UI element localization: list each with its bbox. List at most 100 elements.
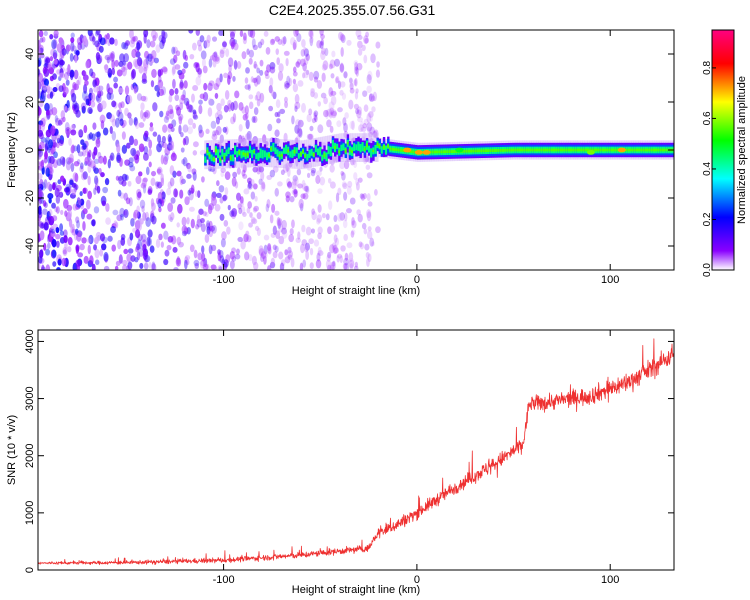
noise-blob — [353, 160, 358, 168]
noise-blob — [353, 265, 359, 270]
noise-blob — [90, 92, 96, 102]
noise-blob — [182, 89, 186, 99]
band-segment — [376, 142, 379, 147]
noise-blob — [304, 242, 311, 251]
band-segment — [561, 148, 564, 152]
noise-blob — [161, 36, 167, 44]
noise-blob — [373, 129, 379, 139]
noise-blob — [317, 101, 322, 107]
band-segment — [463, 149, 467, 153]
noise-blob — [202, 263, 209, 270]
noise-blob — [209, 225, 215, 232]
noise-blob — [56, 42, 63, 53]
noise-blob — [207, 165, 212, 172]
noise-blob — [335, 237, 339, 246]
noise-blob — [169, 216, 173, 223]
noise-blob — [314, 114, 318, 123]
noise-blob — [332, 155, 337, 162]
noise-blob — [148, 237, 153, 246]
noise-blob — [216, 192, 222, 198]
noise-blob — [170, 197, 176, 204]
band-segment — [533, 148, 537, 152]
noise-blob — [259, 59, 264, 67]
noise-blob — [43, 56, 50, 66]
noise-blob — [287, 250, 294, 258]
noise-blob — [256, 98, 261, 107]
band-segment — [574, 148, 577, 152]
noise-blob — [123, 192, 129, 201]
noise-blob — [268, 84, 273, 94]
noise-blob — [227, 57, 234, 68]
band-segment — [384, 145, 388, 155]
noise-blob — [252, 135, 259, 145]
noise-blob — [297, 80, 304, 87]
noise-blob — [343, 233, 348, 242]
noise-blob — [219, 213, 225, 221]
band-segment — [336, 143, 339, 150]
hot-spot — [455, 147, 464, 153]
noise-blob — [70, 41, 75, 52]
noise-blob — [143, 30, 149, 38]
band-segment — [489, 149, 492, 153]
noise-blob — [170, 212, 175, 221]
band-segment — [627, 148, 630, 152]
noise-blob — [136, 56, 143, 67]
noise-blob — [96, 84, 101, 95]
noise-blob — [242, 211, 247, 217]
noise-blob — [77, 42, 83, 51]
noise-blob — [298, 198, 304, 209]
noise-blob — [180, 178, 186, 185]
noise-blob — [121, 144, 128, 154]
noise-blob — [62, 104, 67, 111]
noise-blob — [207, 204, 213, 215]
noise-blob — [71, 188, 77, 196]
noise-blob — [289, 195, 295, 203]
noise-blob — [63, 86, 69, 95]
noise-blob — [144, 130, 149, 138]
noise-blob — [252, 166, 259, 173]
noise-blob — [317, 232, 322, 240]
noise-blob — [38, 129, 44, 137]
noise-blob — [160, 154, 165, 165]
noise-blob — [296, 33, 302, 43]
noise-blob — [274, 129, 280, 137]
noise-blob — [145, 55, 150, 66]
noise-blob — [194, 262, 199, 269]
band-segment — [431, 150, 435, 154]
x-tick-label: 100 — [601, 274, 619, 286]
noise-blob — [343, 191, 348, 201]
noise-blob — [260, 179, 265, 190]
noise-blob — [119, 157, 123, 167]
noise-blob — [281, 227, 287, 235]
band-segment — [225, 149, 228, 157]
band-segment — [587, 148, 590, 152]
noise-blob — [287, 180, 292, 189]
noise-blob — [284, 82, 291, 88]
band-segment — [589, 148, 592, 152]
noise-blob — [292, 71, 298, 77]
noise-blob — [208, 220, 213, 231]
noise-blob — [194, 190, 199, 198]
noise-blob — [260, 171, 265, 181]
noise-blob — [341, 171, 346, 181]
noise-blob — [245, 230, 250, 238]
noise-blob — [123, 53, 130, 63]
noise-blob — [293, 189, 298, 195]
noise-blob — [354, 66, 359, 75]
noise-blob — [89, 68, 94, 77]
band-segment — [491, 149, 494, 152]
noise-blob — [266, 64, 271, 73]
band-segment — [240, 150, 243, 159]
noise-blob — [329, 125, 334, 133]
noise-blob — [196, 214, 201, 224]
noise-blob — [127, 248, 134, 254]
noise-blob — [232, 171, 238, 178]
noise-blob — [243, 188, 250, 195]
noise-blob — [143, 262, 149, 270]
noise-blob — [50, 228, 55, 234]
noise-blob — [49, 34, 54, 40]
band-segment — [278, 154, 282, 158]
noise-blob — [214, 266, 218, 270]
noise-blob — [371, 95, 376, 102]
noise-blob — [325, 213, 330, 221]
